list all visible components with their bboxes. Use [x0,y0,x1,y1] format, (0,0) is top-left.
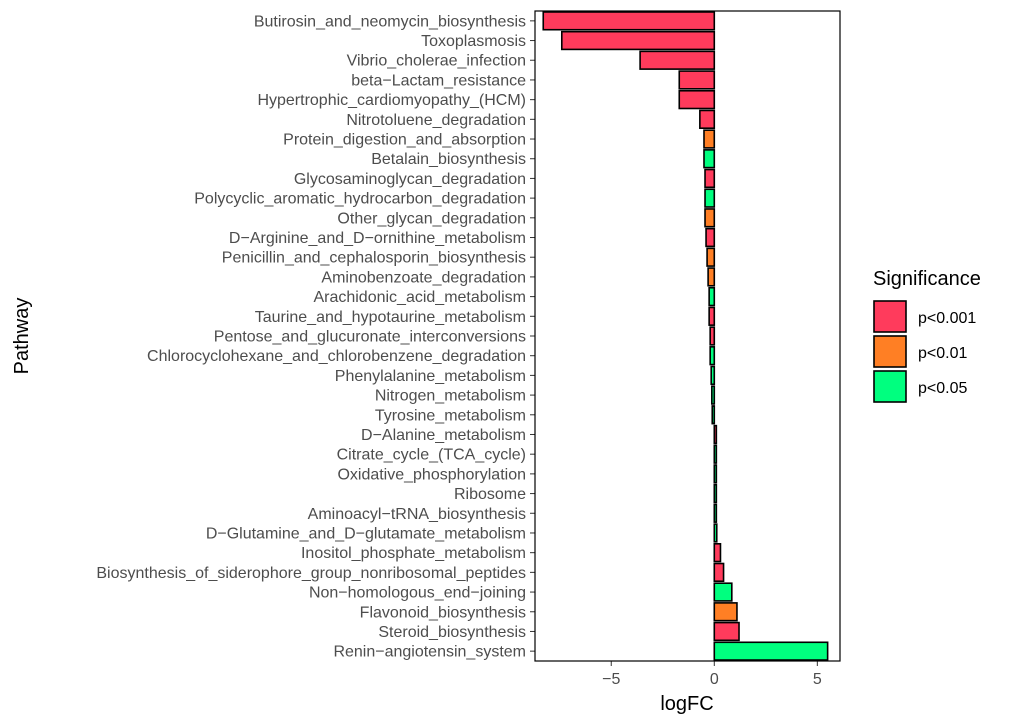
x-tick-label: 5 [813,671,822,688]
x-tick-label: 0 [710,671,719,688]
y-tick-label: Flavonoid_biosynthesis [360,604,526,621]
bar-27 [713,542,722,563]
bar-14 [708,286,716,307]
y-tick-label: Phenylalanine_metabolism [335,368,526,385]
y-tick-label: Betalain_biosynthesis [371,151,526,168]
legend-swatch-1 [873,335,907,368]
y-tick-label: Aminobenzoate_degradation [321,269,526,286]
bar-23 [713,464,718,484]
y-tick-label: D−Glutamine_and_D−glutamate_metabolism [206,525,526,542]
bar-16 [709,326,716,346]
legend-label-2: p<0.05 [918,380,967,397]
bar-20 [711,405,716,425]
bar-0 [542,11,716,31]
y-tick-label: Polycyclic_aromatic_hydrocarbon_degradat… [194,191,526,208]
x-tick-label: −5 [602,671,620,688]
y-tick-label: Penicillin_and_cephalosporin_biosynthesi… [222,250,526,267]
y-tick-label: Chlorocyclohexane_and_chlorobenzene_degr… [147,348,526,365]
y-tick-label: Aminoacyl−tRNA_biosynthesis [308,506,526,523]
y-tick-label: Citrate_cycle_(TCA_cycle) [337,447,526,464]
bar-30 [713,602,738,622]
bar-15 [708,306,716,326]
y-tick-label: beta−Lactam_resistance [351,72,526,89]
y-tick-label: D−Arginine_and_D−ornithine_metabolism [229,230,526,247]
y-tick-label: Other_glycan_degradation [337,210,526,227]
bar-22 [713,444,718,464]
y-tick-label: Butirosin_and_neomycin_biosynthesis [254,13,526,30]
bar-26 [713,523,718,543]
y-tick-label: Renin−angiotensin_system [333,644,526,661]
plot-panel-border [534,10,841,662]
bar-1 [560,30,716,51]
bar-2 [639,50,716,70]
bar-12 [706,247,716,267]
bar-10 [704,208,716,228]
x-axis-title: logFC [660,693,713,715]
bar-13 [707,267,716,287]
legend-label-0: p<0.001 [918,310,976,327]
y-tick-label: Nitrogen_metabolism [375,388,526,405]
y-tick-label: Tyrosine_metabolism [375,407,526,424]
bar-18 [710,365,716,386]
y-tick-label: Hypertrophic_cardiomyopathy_(HCM) [257,92,526,109]
y-tick-label: Biosynthesis_of_siderophore_group_nonrib… [96,565,526,582]
legend-title: Significance [873,268,981,290]
bar-19 [711,385,716,405]
legend-items: p<0.001 p<0.01 p<0.05 [873,300,976,403]
y-tick-label: Vibrio_cholerae_infection [347,53,526,70]
y-tick-label: Oxidative_phosphorylation [337,466,526,483]
y-tick-label: Arachidonic_acid_metabolism [313,289,526,306]
bar-25 [713,503,718,523]
bar-6 [703,129,716,149]
y-axis-title: Pathway [11,298,33,375]
y-tick-label: Ribosome [454,486,526,503]
bar-5 [699,109,716,130]
y-tick-label: Taurine_and_hypotaurine_metabolism [255,309,526,326]
bar-11 [705,227,716,248]
bar-8 [704,168,716,189]
y-tick-label: Toxoplasmosis [421,33,526,50]
bar-9 [704,188,716,208]
bar-32 [713,641,829,661]
bar-28 [713,562,725,583]
bar-31 [713,621,740,642]
bar-29 [713,582,733,602]
y-tick-label: Pentose_and_glucuronate_interconversions [214,329,526,346]
bar-17 [709,346,716,366]
bar-3 [678,70,716,90]
y-tick-label: Inositol_phosphate_metabolism [301,545,526,562]
legend-swatch-2 [873,370,907,403]
legend-label-1: p<0.01 [918,345,967,362]
y-tick-label: Non−homologous_end−joining [309,585,526,602]
bars-layer [542,11,829,661]
y-tick-label: Steroid_biosynthesis [378,624,526,641]
legend-swatch-0 [873,300,907,333]
bar-7 [703,149,716,169]
legend: Significance p<0.001 p<0.01 p<0.05 [873,268,981,403]
bar-4 [678,89,716,110]
bar-21 [713,424,718,445]
x-axis-ticks: −5 0 5 [602,661,822,688]
y-tick-label: Nitrotoluene_degradation [346,112,526,129]
bar-24 [713,483,718,504]
y-axis-ticks: Butirosin_and_neomycin_biosynthesis Toxop… [96,13,535,661]
y-tick-label: D−Alanine_metabolism [361,427,526,444]
y-tick-label: Protein_digestion_and_absorption [283,132,526,149]
y-tick-label: Glycosaminoglycan_degradation [294,171,526,188]
